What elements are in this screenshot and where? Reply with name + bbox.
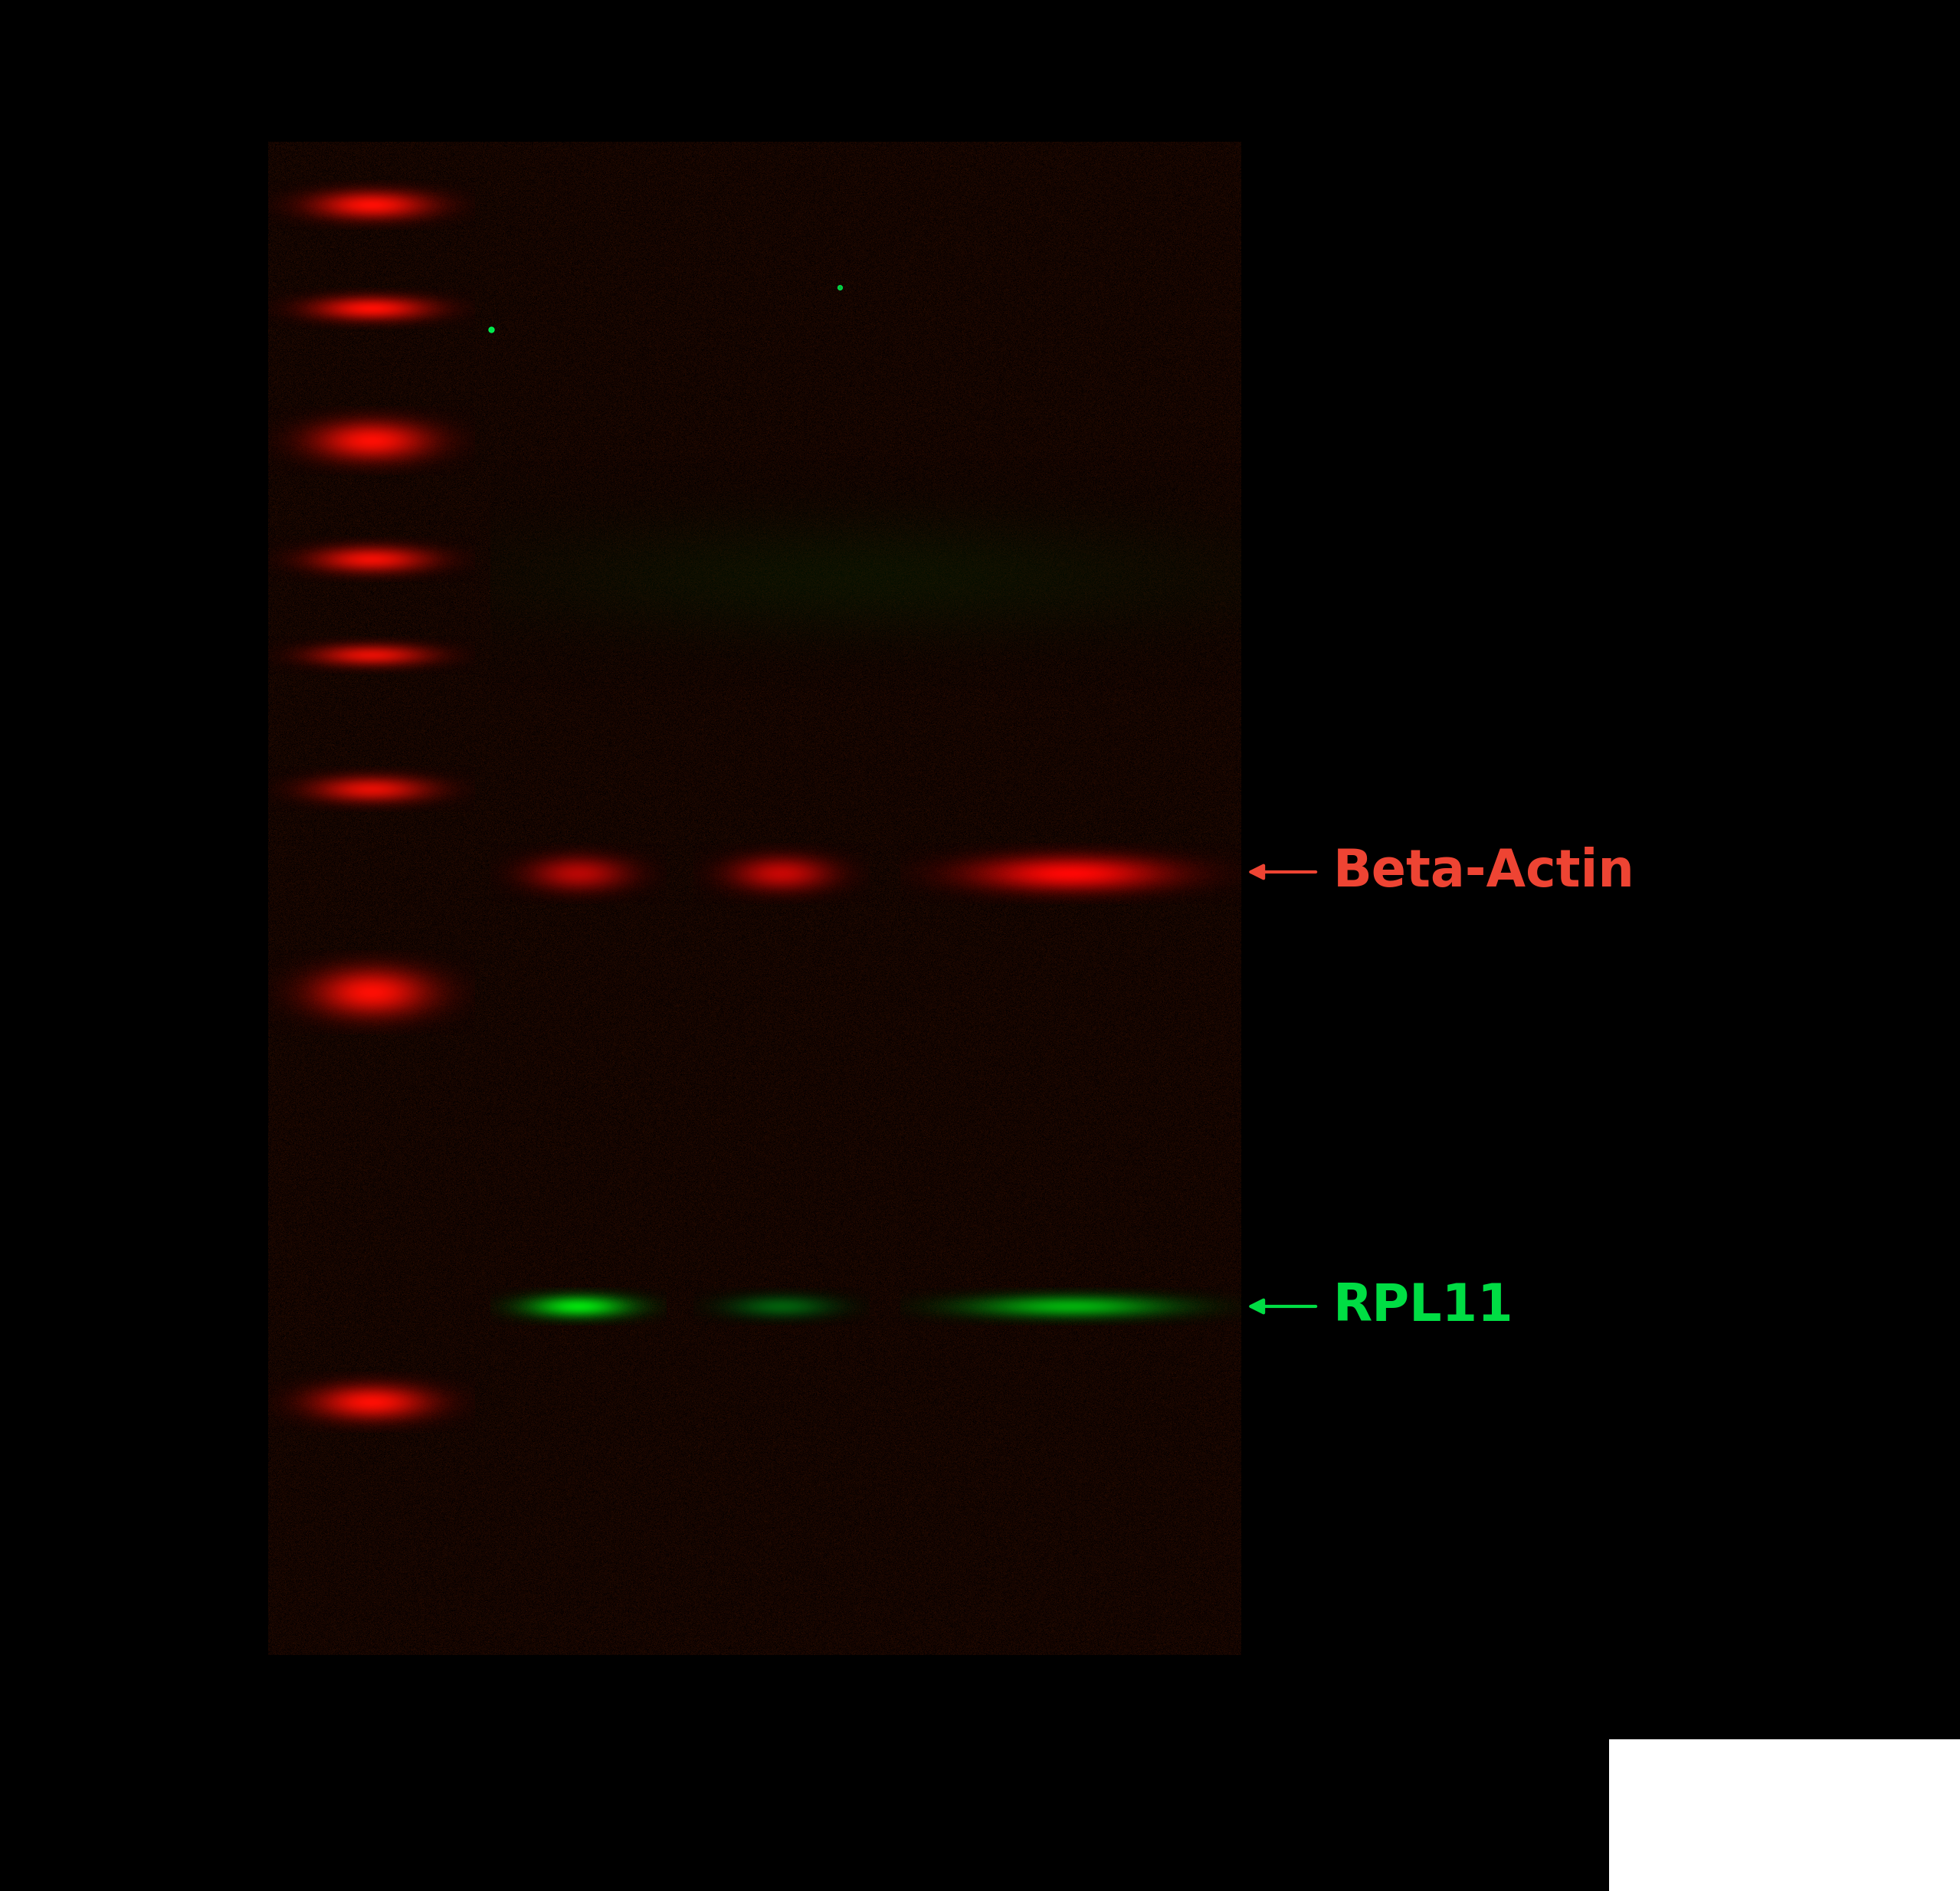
Point: [476, 314, 508, 344]
Text: RPL11: RPL11: [1333, 1280, 1513, 1331]
Point: [823, 272, 855, 303]
Text: Beta-Actin: Beta-Actin: [1333, 847, 1635, 896]
Bar: [269, 142, 1241, 1655]
Bar: [1609, 1740, 1960, 1891]
